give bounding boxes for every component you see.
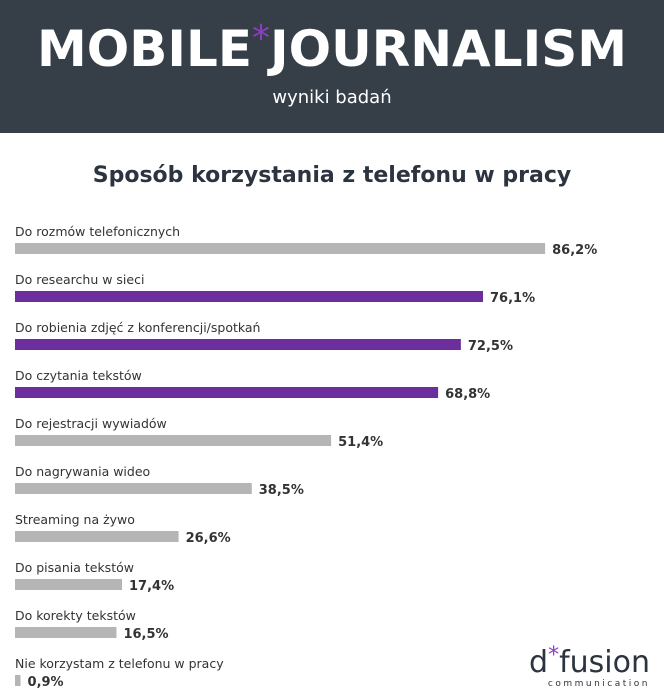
category-label: Do researchu w sieci bbox=[15, 272, 144, 287]
title-part: MOBILE bbox=[37, 20, 252, 78]
category-label: Do czytania tekstów bbox=[15, 368, 142, 383]
category-label: Do korekty tekstów bbox=[15, 608, 136, 623]
category-label: Do pisania tekstów bbox=[15, 560, 134, 575]
header-band bbox=[0, 0, 664, 133]
header-title: MOBILE*JOURNALISM bbox=[37, 18, 627, 78]
bar bbox=[15, 243, 546, 254]
value-label: 72,5% bbox=[468, 339, 513, 354]
category-label: Streaming na żywo bbox=[15, 512, 135, 527]
value-label: 51,4% bbox=[338, 435, 383, 450]
value-label: 17,4% bbox=[129, 579, 174, 594]
category-label: Do rozmów telefonicznych bbox=[15, 224, 180, 239]
bar bbox=[15, 531, 179, 542]
bar bbox=[15, 387, 439, 398]
title-star: * bbox=[252, 18, 270, 59]
title-part: JOURNALISM bbox=[267, 20, 627, 78]
value-label: 76,1% bbox=[490, 291, 535, 306]
logo-part: d bbox=[529, 645, 548, 680]
value-label: 38,5% bbox=[259, 483, 304, 498]
logo-part: fusion bbox=[559, 645, 650, 680]
bar bbox=[15, 627, 117, 638]
bar bbox=[15, 435, 332, 446]
header-subtitle: wyniki badań bbox=[272, 87, 391, 108]
bar bbox=[15, 291, 484, 302]
chart-title: Sposób korzystania z telefonu w pracy bbox=[93, 163, 571, 188]
bar bbox=[15, 675, 21, 686]
logo-star: * bbox=[548, 643, 559, 668]
category-label: Do robienia zdjęć z konferencji/spotkań bbox=[15, 320, 260, 335]
category-label: Do nagrywania wideo bbox=[15, 464, 150, 479]
logo-tagline: communication bbox=[548, 679, 650, 689]
value-label: 26,6% bbox=[186, 531, 231, 546]
bar bbox=[15, 483, 252, 494]
value-label: 16,5% bbox=[123, 627, 168, 642]
bar bbox=[15, 579, 123, 590]
value-label: 68,8% bbox=[445, 387, 490, 402]
category-label: Do rejestracji wywiadów bbox=[15, 416, 167, 431]
value-label: 86,2% bbox=[552, 243, 597, 258]
logo: d*fusion bbox=[529, 643, 650, 680]
bar bbox=[15, 339, 461, 350]
category-label: Nie korzystam z telefonu w pracy bbox=[15, 656, 224, 671]
value-label: 0,9% bbox=[28, 675, 64, 690]
